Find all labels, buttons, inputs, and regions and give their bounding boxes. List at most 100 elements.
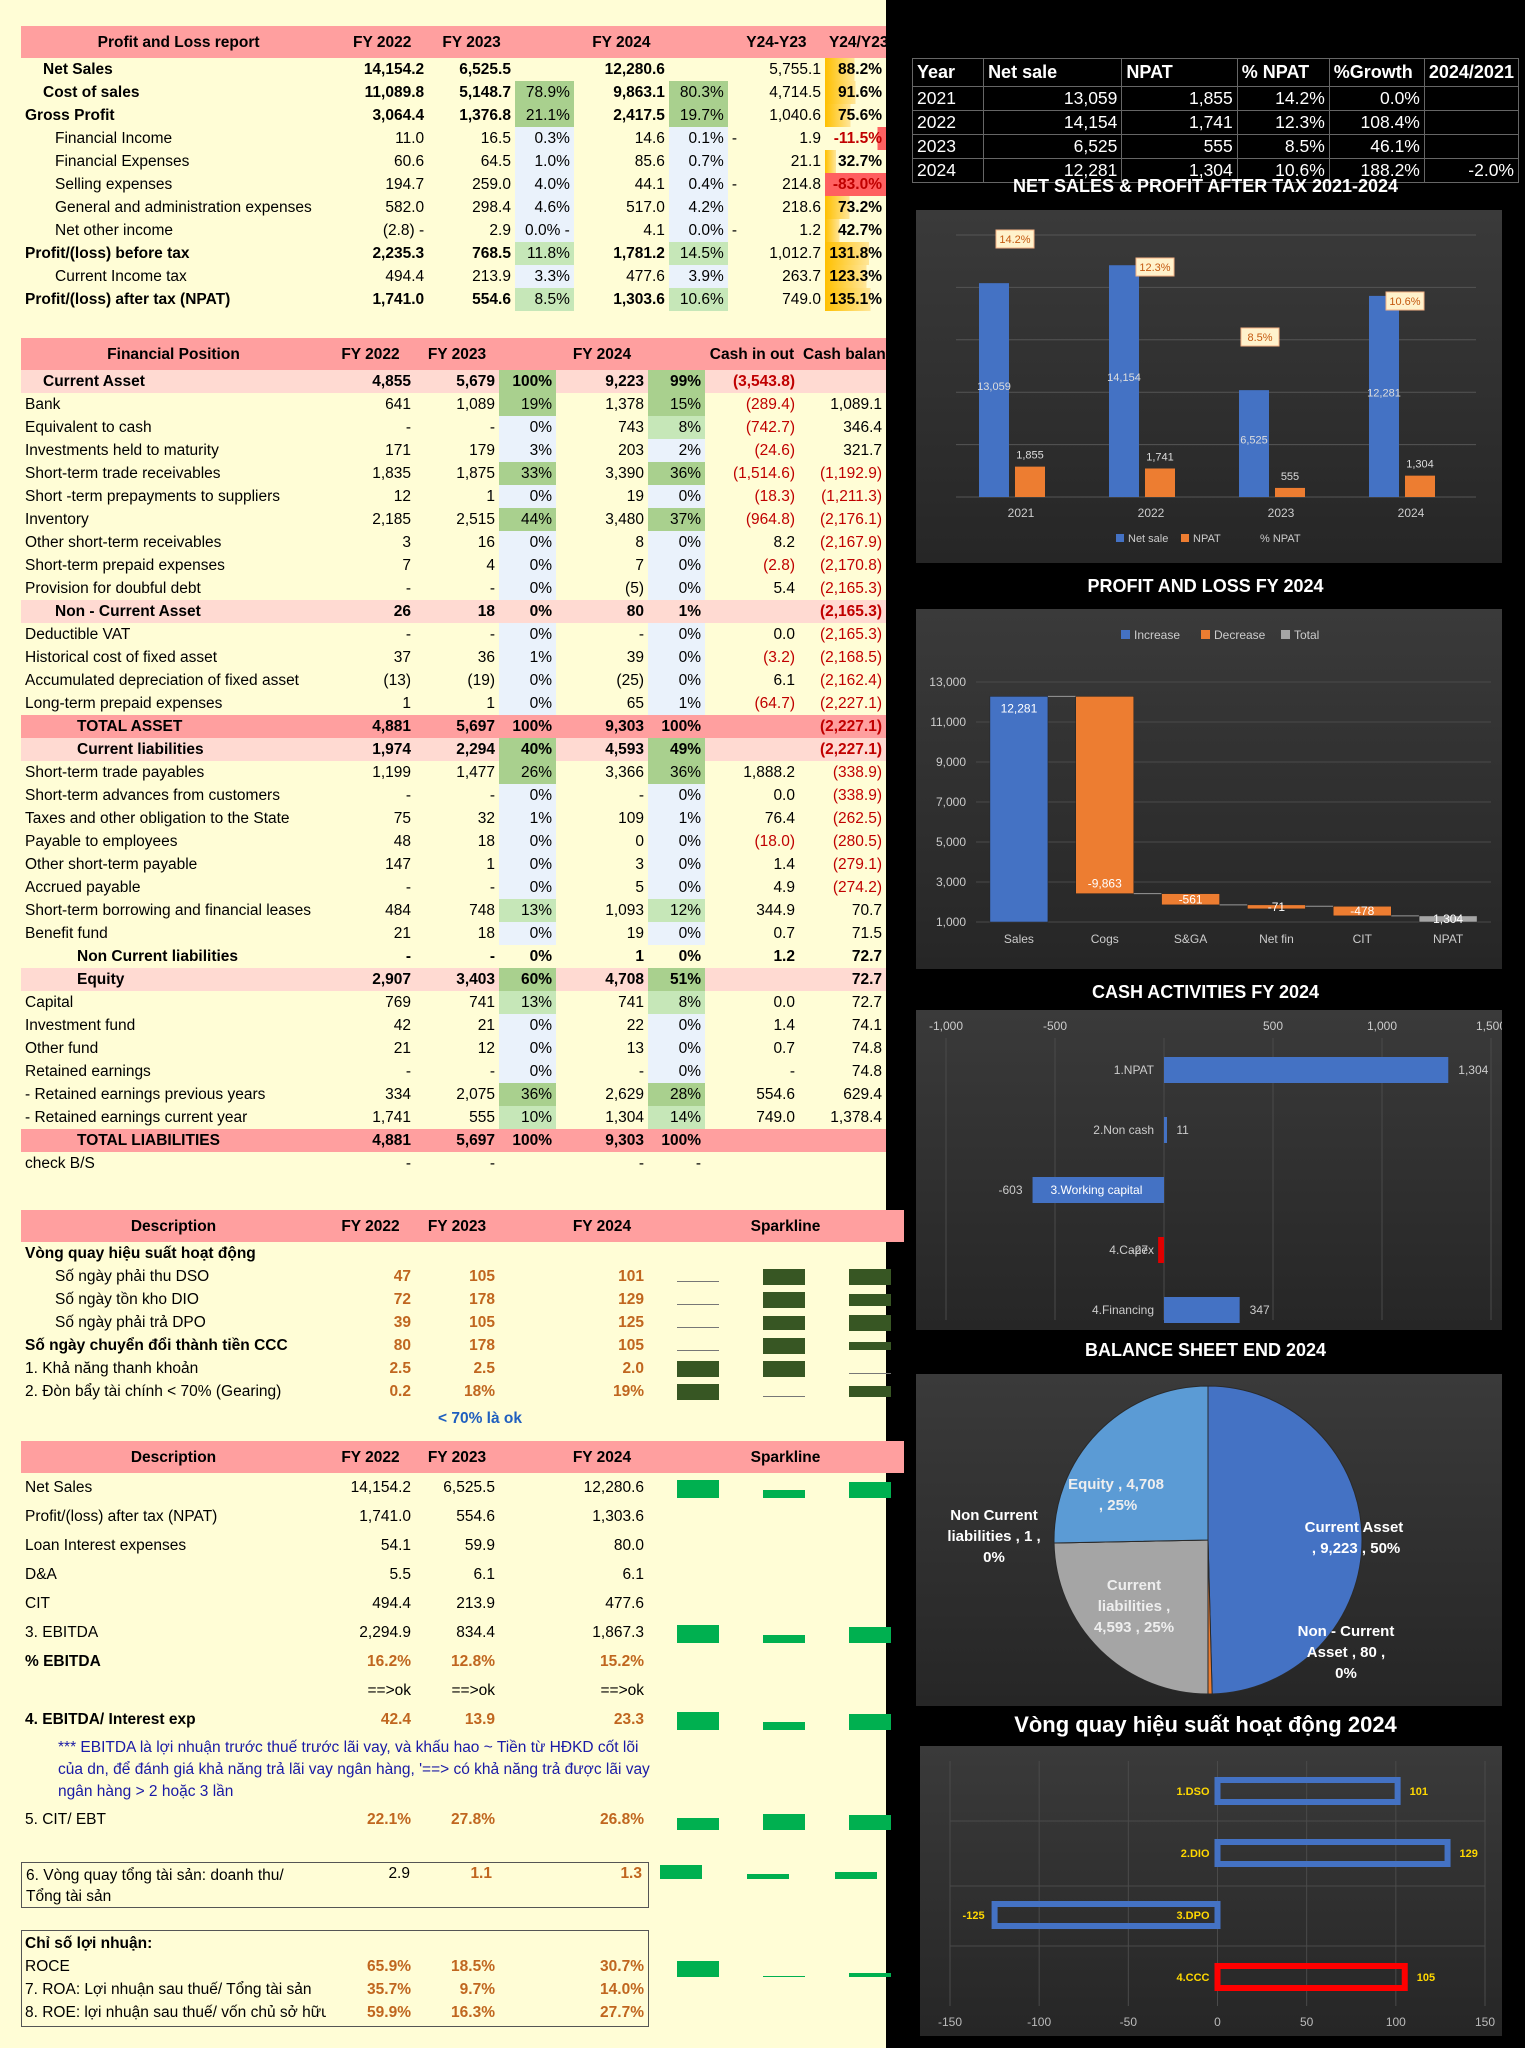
fp-fy2024: 109 <box>618 810 644 827</box>
ebitda-sparkline <box>667 1560 904 1589</box>
eff-label: Số ngày phải thu DSO <box>55 1268 210 1285</box>
ebitda-sparkline <box>667 1618 904 1647</box>
fp-cash-balance: 74.1 <box>851 1017 882 1034</box>
fp-fy2022: - <box>405 948 411 965</box>
fp-row: Benefit fund 21 18 0% 19 0% 0.7 71.5 <box>21 922 886 945</box>
spacer <box>648 1473 667 1502</box>
header-cell: FY 2022 <box>326 338 415 370</box>
spacer <box>648 1288 667 1311</box>
eff-fy2023: 2.5 <box>473 1360 495 1377</box>
x-tick-label: NPAT <box>1433 932 1464 946</box>
pl-row: Net other income (2.8) - 2.9 0.0% - 4.1 0.0% -… <box>21 219 886 242</box>
eff-fy2022: 0.2 <box>389 1383 411 1400</box>
fp-fy2023: 741 <box>469 994 495 1011</box>
waterfall-bar <box>1247 904 1306 910</box>
fp-pct2024: 0% <box>648 922 705 945</box>
fp-fy2024: 3 <box>635 856 644 873</box>
profitability-fy2022: 65.9% <box>367 1958 411 1975</box>
fp-fy2023: - <box>489 787 495 804</box>
pl-row: Net Sales 14,154.2 6,525.5 12,280.6 5,755.1 8… <box>21 58 886 81</box>
fp-fy2023: 1,875 <box>456 465 495 482</box>
fp-cash-balance: 346.4 <box>843 419 882 436</box>
x-tick-label: 2024 <box>1398 506 1425 520</box>
fp-cash-in-out: 749.0 <box>756 1109 795 1126</box>
eff-fy2024: 19% <box>612 1383 644 1400</box>
eff-label: Số ngày phải trả DPO <box>55 1314 206 1331</box>
pl-diff-value: 5,755.1 <box>769 61 821 78</box>
fp-fy2023: 16 <box>477 534 495 551</box>
fp-pct2024: 0% <box>648 876 705 899</box>
fp-label: Provision for doubful debt <box>25 580 201 597</box>
cash-bar <box>1032 1177 1164 1203</box>
pl-diff-value: 4,714.5 <box>769 84 821 101</box>
fp-fy2024: 19 <box>626 488 644 505</box>
header-cell: Sparkline <box>667 1441 904 1473</box>
year-cell: 2024 <box>911 158 985 183</box>
eff-fy2022: 39 <box>393 1314 411 1331</box>
cash-bar <box>1164 1117 1167 1143</box>
pct-label-box <box>1385 291 1425 311</box>
fp-cash-balance: 74.8 <box>851 1063 882 1080</box>
fp-label: Accumulated depreciation of fixed asset <box>25 672 299 689</box>
fp-fy2022: - <box>405 1155 411 1172</box>
pl-row: Financial Income 11.0 16.5 0.3% 14.6 0.1% - 1.9… <box>21 127 886 150</box>
fp-pct2024: 0% <box>678 948 701 965</box>
pl-pct2024: 0.0% <box>668 219 728 242</box>
pl-diff: 5,755.1 <box>728 58 825 81</box>
year-cell: 10.6% <box>1236 158 1330 183</box>
eff-label: Số ngày chuyển đổi thành tiền CCC <box>25 1337 288 1354</box>
header-cell <box>648 1210 667 1242</box>
year-header-cell: Year <box>911 58 985 87</box>
eff-label: 1. Khả năng thanh khoản <box>25 1360 199 1377</box>
pl-label: Gross Profit <box>25 107 115 124</box>
fp-cash-in-out: - <box>789 1063 795 1080</box>
fp-cash-balance: 1,378.4 <box>830 1109 882 1126</box>
spacer <box>499 1978 556 2001</box>
pl-fy2022: 1,741.0 <box>372 291 425 308</box>
fp-pct2023: 0% <box>499 416 556 439</box>
fp-pct2023: 44% <box>499 508 556 531</box>
efficiency-bar <box>1214 1839 1451 1867</box>
header-cell: Cash in out <box>705 338 799 370</box>
category-label: 4.Capex <box>1109 1243 1154 1257</box>
pl-pct2024: 0.1% <box>668 127 728 150</box>
bar-value-label: -125 <box>963 1910 985 1922</box>
profitability-title: Chỉ số lợi nhuận: <box>25 1935 153 1952</box>
pl-waterfall-chart: 1,000 3,000 5,000 7,000 9,000 11,000 13,000 12,… <box>916 609 1502 969</box>
header-cell <box>499 338 556 370</box>
fp-fy2022: - <box>405 580 411 597</box>
fp-label: Non - Current Asset <box>21 600 326 623</box>
ebitda-fy2024: 12,280.6 <box>583 1479 644 1496</box>
fp-cash-in-out: (964.8) <box>745 511 795 528</box>
fp-cash-in-out: 0.7 <box>773 925 795 942</box>
waterfall-bar <box>1333 906 1392 917</box>
fp-fy2023: 2,515 <box>456 511 495 528</box>
sparkline-bar <box>763 1268 805 1285</box>
fp-fy2024: - <box>638 626 644 643</box>
sparkline-bar <box>849 1714 891 1730</box>
waterfall-bar <box>1161 893 1220 906</box>
header-cell: FY 2023 <box>415 1210 499 1242</box>
profitability-fy2022: 35.7% <box>367 1981 411 1998</box>
spacer <box>648 1380 667 1403</box>
header-cell: FY 2022 <box>326 1441 415 1473</box>
x-tick-label: CIT <box>1353 932 1373 946</box>
pl-diff-value: 1,012.7 <box>769 245 821 262</box>
ebitda-row: CIT 494.4 213.9 477.6 <box>21 1589 904 1618</box>
eff-title-row: Vòng quay hiệu suất hoạt động <box>21 1242 904 1265</box>
pl-row: Profit/(loss) before tax 2,235.3 768.5 11.8… <box>21 242 886 265</box>
fp-fy2022: - <box>405 1063 411 1080</box>
spacer <box>499 1502 556 1531</box>
year-cell: 555 <box>1121 134 1238 159</box>
pl-label: Financial Income <box>55 130 173 147</box>
pl-diff: 1,012.7 <box>728 242 825 265</box>
fp-fy2022: 3 <box>402 534 411 551</box>
fp-pct2024: 36% <box>648 462 705 485</box>
fp-fy2023: 1 <box>486 695 495 712</box>
eff-title: Vòng quay hiệu suất hoạt động <box>25 1245 256 1262</box>
fp-fy2024: 2,629 <box>605 1086 644 1103</box>
fp-cash-balance: (280.5) <box>832 833 882 850</box>
fp-label: - Retained earnings current year <box>25 1109 248 1126</box>
fp-pct2023: 13% <box>499 899 556 922</box>
y-tick-label: 5,000 <box>936 835 966 849</box>
